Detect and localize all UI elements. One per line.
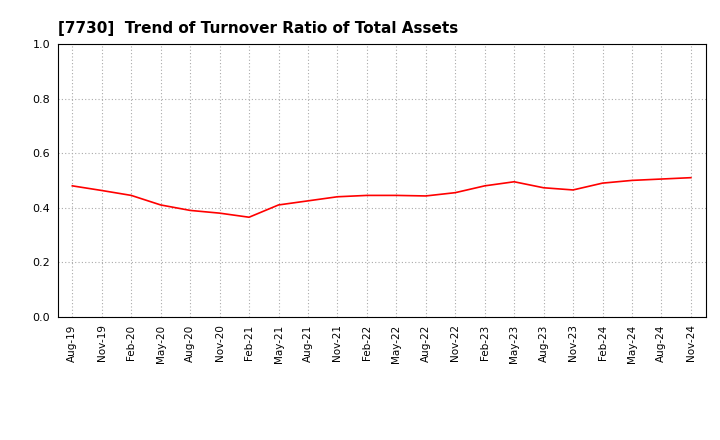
Text: [7730]  Trend of Turnover Ratio of Total Assets: [7730] Trend of Turnover Ratio of Total …: [58, 21, 458, 36]
